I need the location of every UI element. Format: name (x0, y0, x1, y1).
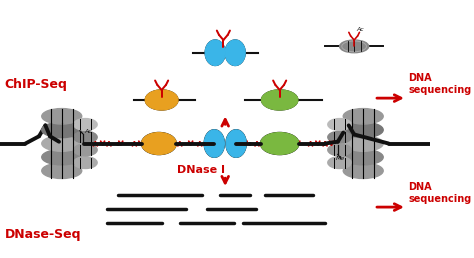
Ellipse shape (73, 144, 97, 156)
Ellipse shape (343, 136, 383, 151)
Text: DNase I: DNase I (177, 165, 225, 175)
Ellipse shape (328, 144, 351, 156)
Text: DNA
sequencing: DNA sequencing (409, 73, 472, 95)
Text: Ac: Ac (356, 27, 364, 32)
Ellipse shape (142, 133, 176, 155)
Ellipse shape (328, 119, 351, 130)
Ellipse shape (146, 90, 178, 110)
Ellipse shape (343, 109, 383, 124)
Ellipse shape (328, 157, 351, 168)
Text: DNase-Seq: DNase-Seq (5, 228, 81, 241)
Ellipse shape (262, 90, 298, 110)
Ellipse shape (42, 163, 82, 179)
Ellipse shape (42, 122, 82, 138)
Ellipse shape (73, 131, 97, 143)
Text: DNA
sequencing: DNA sequencing (409, 182, 472, 204)
Ellipse shape (343, 149, 383, 165)
Ellipse shape (42, 136, 82, 151)
Ellipse shape (73, 119, 97, 130)
Ellipse shape (226, 130, 246, 157)
Text: Ac: Ac (84, 129, 92, 134)
Ellipse shape (42, 109, 82, 124)
Ellipse shape (225, 40, 245, 66)
Ellipse shape (328, 131, 351, 143)
Ellipse shape (73, 157, 97, 168)
Text: Me: Me (336, 156, 345, 161)
Ellipse shape (339, 40, 369, 53)
Ellipse shape (205, 40, 225, 66)
Text: ChIP-Seq: ChIP-Seq (5, 78, 67, 91)
Ellipse shape (204, 130, 224, 157)
Ellipse shape (343, 122, 383, 138)
Ellipse shape (42, 149, 82, 165)
Ellipse shape (261, 133, 299, 155)
Ellipse shape (343, 163, 383, 179)
